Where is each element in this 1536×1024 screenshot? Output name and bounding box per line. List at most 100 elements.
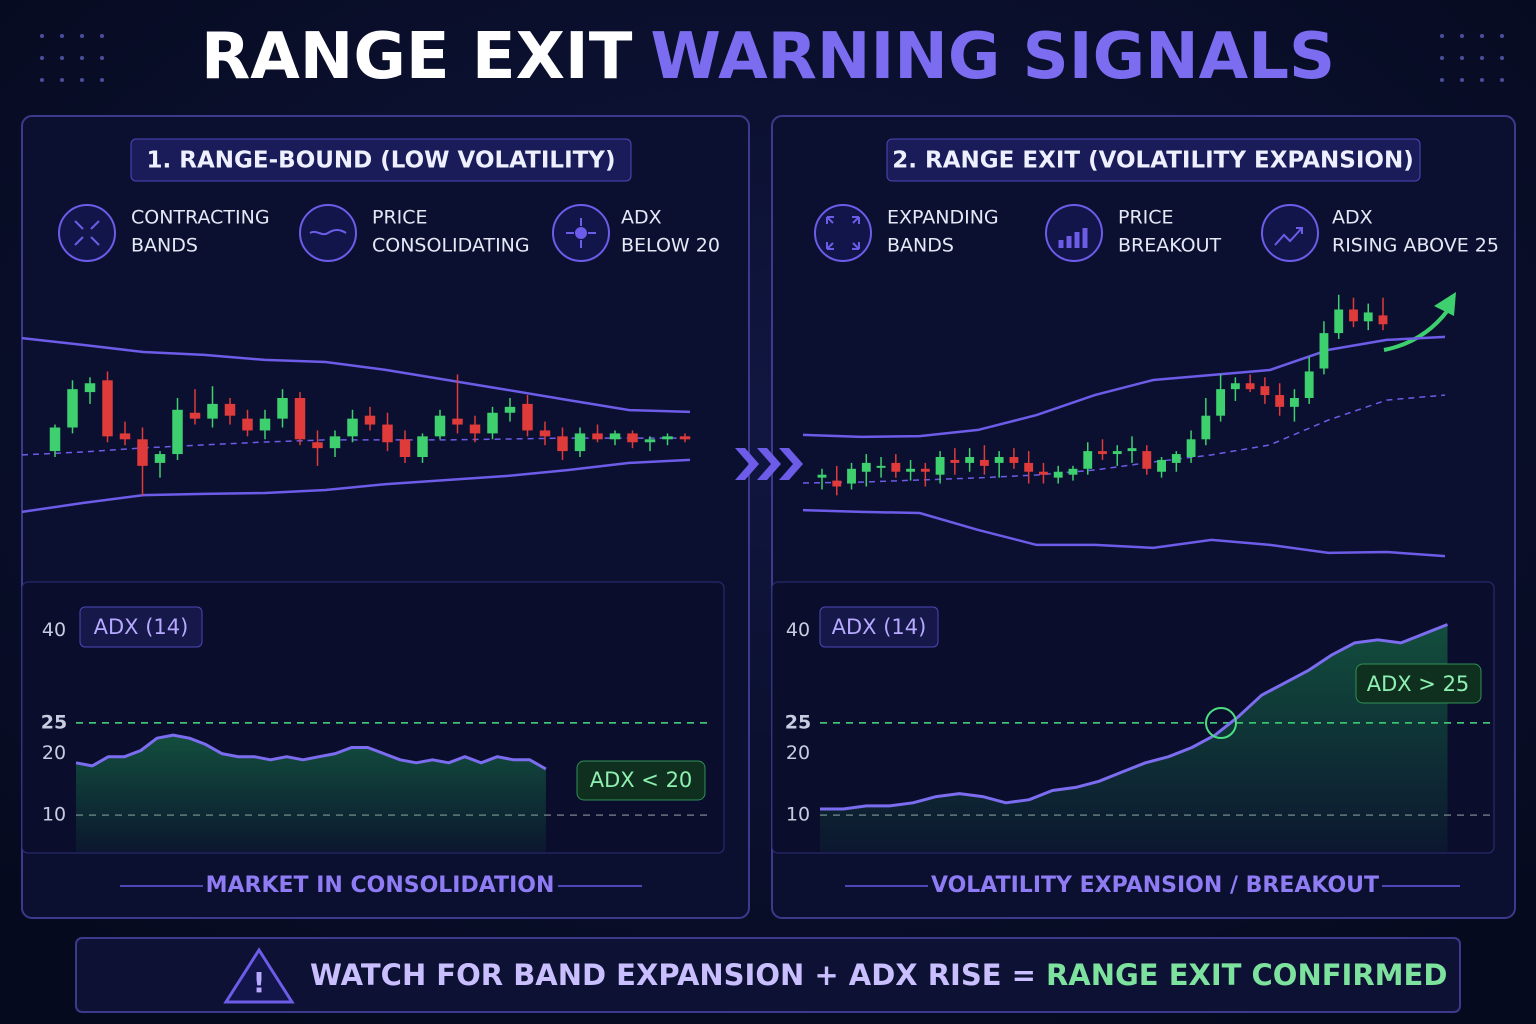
line	[75, 733, 547, 771]
candle-body	[399, 439, 411, 457]
candle-body	[950, 459, 960, 463]
banner-main: WATCH FOR BAND EXPANSION + ADX RISE =	[310, 958, 1036, 992]
candle-body	[487, 412, 498, 434]
candle-body	[1112, 451, 1122, 455]
adx-label: ADX (14)	[94, 615, 189, 639]
candle-body	[347, 418, 358, 437]
y-tick-label: 25	[785, 711, 811, 733]
adx-badge: ADX > 25	[1367, 672, 1470, 696]
candle-body	[364, 415, 376, 425]
candle-body	[242, 418, 253, 431]
candle-body	[1334, 309, 1344, 334]
candle-body	[434, 415, 446, 437]
warning-icon	[223, 947, 295, 1004]
candle-body	[1304, 371, 1314, 398]
feature: BANDS	[887, 235, 954, 257]
candle-body	[1142, 451, 1152, 469]
candle-body	[1363, 312, 1373, 322]
feature: EXPANDING	[887, 207, 999, 229]
heading-box	[886, 138, 1421, 182]
candle-body	[1157, 459, 1166, 472]
y-tick-label: 20	[42, 742, 66, 764]
candle-body	[522, 403, 533, 431]
panel-heading: 1. RANGE-BOUND (LOW VOLATILITY)	[147, 148, 616, 174]
candle-body	[876, 465, 886, 468]
candle-body	[861, 462, 871, 472]
candle-body	[259, 418, 271, 431]
candle-body	[1216, 389, 1226, 416]
candle-body	[504, 406, 516, 413]
candle-body	[1245, 383, 1255, 390]
candle-body	[1349, 309, 1358, 322]
feature: ADX	[1332, 207, 1373, 229]
badge-box	[1355, 663, 1482, 704]
band-middle	[802, 394, 1446, 484]
candle-body	[452, 418, 463, 425]
candle-body	[965, 457, 975, 463]
candle-body	[662, 436, 673, 440]
candle-body	[979, 459, 989, 466]
candle-body	[1127, 448, 1137, 452]
area	[76, 735, 546, 852]
candle-body	[1260, 386, 1270, 396]
feature: ADX	[621, 207, 662, 229]
candle-body	[1039, 471, 1048, 475]
candle-body	[1009, 457, 1019, 463]
candle-body	[1289, 398, 1299, 407]
title-accent: WARNING SIGNALS	[650, 20, 1335, 94]
badge-box	[576, 760, 706, 801]
feature: BREAKOUT	[1118, 235, 1222, 257]
candle-body	[891, 462, 901, 472]
candle-body	[1098, 451, 1107, 455]
warning-mark: !	[253, 966, 266, 999]
y-tick-label: 20	[786, 742, 810, 764]
feature: PRICE	[372, 207, 428, 229]
candle-body	[627, 433, 638, 443]
candle-body	[294, 398, 306, 440]
candle-body	[906, 468, 916, 472]
candle-body	[224, 403, 236, 416]
banner	[75, 937, 1461, 1013]
candle-body	[592, 433, 603, 440]
candle-body	[994, 457, 1004, 463]
y-tick-label: 40	[786, 619, 810, 641]
candle-body	[644, 439, 656, 443]
candle-body	[935, 457, 945, 475]
candle-body	[1024, 462, 1034, 472]
candle-body	[539, 430, 551, 437]
candle-body	[1319, 333, 1329, 369]
candle-body	[1275, 395, 1285, 407]
candle-body	[609, 433, 621, 440]
candle-body	[382, 424, 393, 443]
candle-body	[172, 409, 183, 455]
candle-body	[679, 436, 691, 440]
title: RANGE EXIT WARNING SIGNALS	[201, 20, 1335, 94]
candle-body	[329, 436, 341, 449]
candle-body	[312, 442, 323, 449]
panel-heading: 2. RANGE EXIT (VOLATILITY EXPANSION)	[892, 148, 1413, 174]
candle-body	[832, 480, 842, 487]
y-tick-label: 10	[42, 804, 66, 826]
label-box	[79, 606, 203, 648]
candle-body	[154, 454, 166, 463]
candle-body	[847, 468, 856, 484]
y-tick-label: 10	[786, 804, 810, 826]
candle-body	[817, 474, 827, 478]
candle-body	[49, 427, 61, 452]
candle-body	[137, 439, 148, 466]
banner-text: WATCH FOR BAND EXPANSION + ADX RISE = RAN…	[310, 958, 1447, 992]
arrow-head	[1434, 292, 1456, 316]
band-upper	[802, 335, 1446, 439]
label-box	[819, 606, 939, 648]
candle-body	[84, 383, 96, 393]
candle-body	[207, 403, 218, 419]
candle-body	[67, 389, 78, 428]
cross-marker	[1205, 707, 1237, 739]
candle-body	[1053, 471, 1063, 478]
y-tick-label: 25	[41, 711, 67, 733]
candle-body	[1171, 454, 1181, 463]
candle-body	[1186, 439, 1196, 457]
arrow	[735, 448, 803, 480]
title-white: RANGE EXIT	[201, 20, 633, 94]
